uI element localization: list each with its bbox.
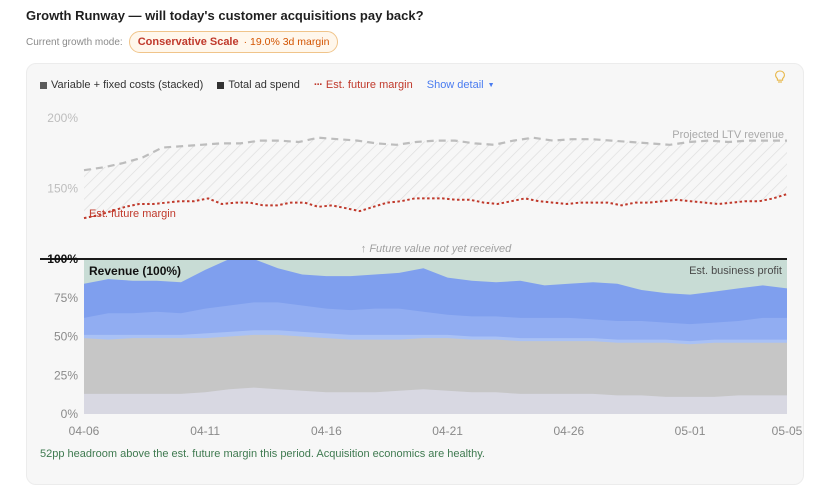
growth-mode-label: Current growth mode: [26, 36, 123, 48]
x-tick-2: 04-16 [311, 424, 342, 438]
show-detail-toggle[interactable]: Show detail ▼ [427, 79, 495, 91]
revenue-label: Revenue (100%) [89, 264, 181, 278]
y-tick-lower-1: 25% [54, 368, 78, 382]
area-base [84, 387, 787, 414]
y-tick-lower-3: 75% [54, 291, 78, 305]
legend-label-costs: Variable + fixed costs (stacked) [51, 79, 204, 91]
x-tick-4: 04-26 [553, 424, 584, 438]
future-value-note: ↑ Future value not yet received [361, 243, 512, 255]
lightbulb-icon-glyph [775, 70, 785, 83]
legend-swatch-ad [217, 81, 225, 89]
legend-swatch-margin: ··· [313, 79, 323, 91]
x-tick-6: 05-05 [772, 424, 803, 438]
ltv-line [83, 136, 787, 172]
page-title: Growth Runway — will today's customer ac… [26, 8, 424, 23]
growth-mode-detail: · 19.0% 3d margin [243, 36, 330, 48]
lightbulb-icon[interactable] [774, 70, 786, 84]
legend-item-ad: Total ad spend [217, 79, 300, 91]
growth-mode-name: Conservative Scale [137, 36, 239, 48]
growth-mode-row: Current growth mode: Conservative Scale … [26, 31, 339, 53]
x-tick-1: 04-11 [190, 424, 220, 438]
ltv-label: Projected LTV revenue [672, 129, 784, 141]
y-tick-upper-0: 150% [47, 182, 78, 196]
y-tick-lower-2: 50% [54, 330, 78, 344]
chart-legend: Variable + fixed costs (stacked) Total a… [40, 77, 495, 93]
growth-runway-chart: 0% 25% 50% 75% 100% 150% 200% 04-06 04-11 04-16 04… [40, 110, 803, 438]
x-tick-5: 05-01 [675, 424, 706, 438]
legend-label-ad: Total ad spend [228, 79, 300, 91]
profit-label: Est. business profit [689, 265, 782, 277]
y-tick-upper-1: 200% [47, 111, 78, 125]
headroom-summary: 52pp headroom above the est. future marg… [40, 448, 485, 460]
y-tick-lower-4: 100% [47, 252, 78, 266]
y-tick-lower-0: 0% [61, 407, 79, 421]
legend-label-margin: Est. future margin [325, 79, 413, 91]
legend-item-margin: ··· Est. future margin [314, 79, 413, 91]
growth-mode-badge[interactable]: Conservative Scale · 19.0% 3d margin [128, 31, 339, 53]
x-tick-0: 04-06 [69, 424, 100, 438]
show-detail-label: Show detail [426, 79, 484, 91]
legend-item-costs: Variable + fixed costs (stacked) [40, 79, 203, 91]
chevron-down-icon: ▼ [487, 81, 495, 89]
x-tick-3: 04-21 [432, 424, 463, 438]
future-value-hatch [84, 137, 787, 219]
margin-label: Est. future margin [89, 208, 176, 220]
legend-swatch-costs [40, 81, 47, 89]
